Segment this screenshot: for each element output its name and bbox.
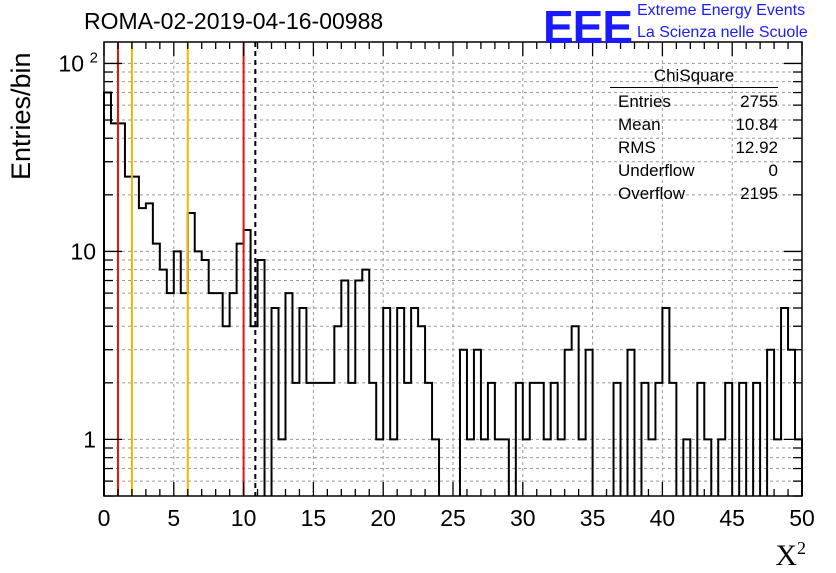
cut-lines xyxy=(116,42,257,496)
x-tick-label: 50 xyxy=(789,505,815,531)
stats-title: ChiSquare xyxy=(610,66,778,88)
x-tick-label: 20 xyxy=(370,505,396,531)
stats-value: 12.92 xyxy=(735,138,778,157)
x-tick-label: 45 xyxy=(719,505,745,531)
y-tick-label-sup: 2 xyxy=(90,49,98,66)
x-axis-label-main: X xyxy=(775,539,797,572)
x-axis-label: X2 xyxy=(775,538,806,573)
stats-label: RMS xyxy=(618,138,656,157)
stats-row-underflow: Underflow 0 xyxy=(610,159,778,182)
stats-value: 10.84 xyxy=(735,115,778,134)
x-tick-label: 5 xyxy=(167,505,180,531)
stats-box: ChiSquare Entries 2755 Mean 10.84 RMS 12… xyxy=(610,66,778,205)
x-tick-label: 30 xyxy=(510,505,536,531)
stats-row-overflow: Overflow 2195 xyxy=(610,182,778,205)
stats-value: 2755 xyxy=(740,92,778,111)
eee-logo: EEE xyxy=(543,1,633,53)
logo-line-1: Extreme Energy Events xyxy=(637,2,806,19)
chart-title: ROMA-02-2019-04-16-00988 xyxy=(84,8,384,34)
x-tick-label: 25 xyxy=(440,505,466,531)
axis-ticks: 0 5 10 15 20 25 30 35 40 45 50 1 10 10 2 xyxy=(58,42,815,531)
stats-value: 0 xyxy=(768,161,778,180)
stats-label: Entries xyxy=(618,92,671,111)
stats-label: Overflow xyxy=(618,184,686,203)
x-tick-label: 40 xyxy=(650,505,676,531)
stats-row-rms: RMS 12.92 xyxy=(610,136,778,159)
stats-label: Underflow xyxy=(618,161,695,180)
stats-row-mean: Mean 10.84 xyxy=(610,113,778,136)
x-tick-label: 15 xyxy=(301,505,327,531)
grid-lines xyxy=(104,42,802,497)
y-tick-label: 10 xyxy=(70,238,96,264)
logo-line-2: La Scienza nelle Scuole xyxy=(637,24,808,41)
x-tick-label: 0 xyxy=(98,505,111,531)
y-tick-label: 10 xyxy=(58,50,84,76)
y-tick-label: 1 xyxy=(83,426,96,452)
stats-label: Mean xyxy=(618,115,661,134)
x-tick-label: 35 xyxy=(580,505,606,531)
y-axis-label: Entries/bin xyxy=(6,52,36,180)
stats-row-entries: Entries 2755 xyxy=(610,90,778,113)
stats-value: 2195 xyxy=(740,184,778,203)
x-tick-label: 10 xyxy=(231,505,257,531)
x-axis-label-sup: 2 xyxy=(797,538,806,558)
